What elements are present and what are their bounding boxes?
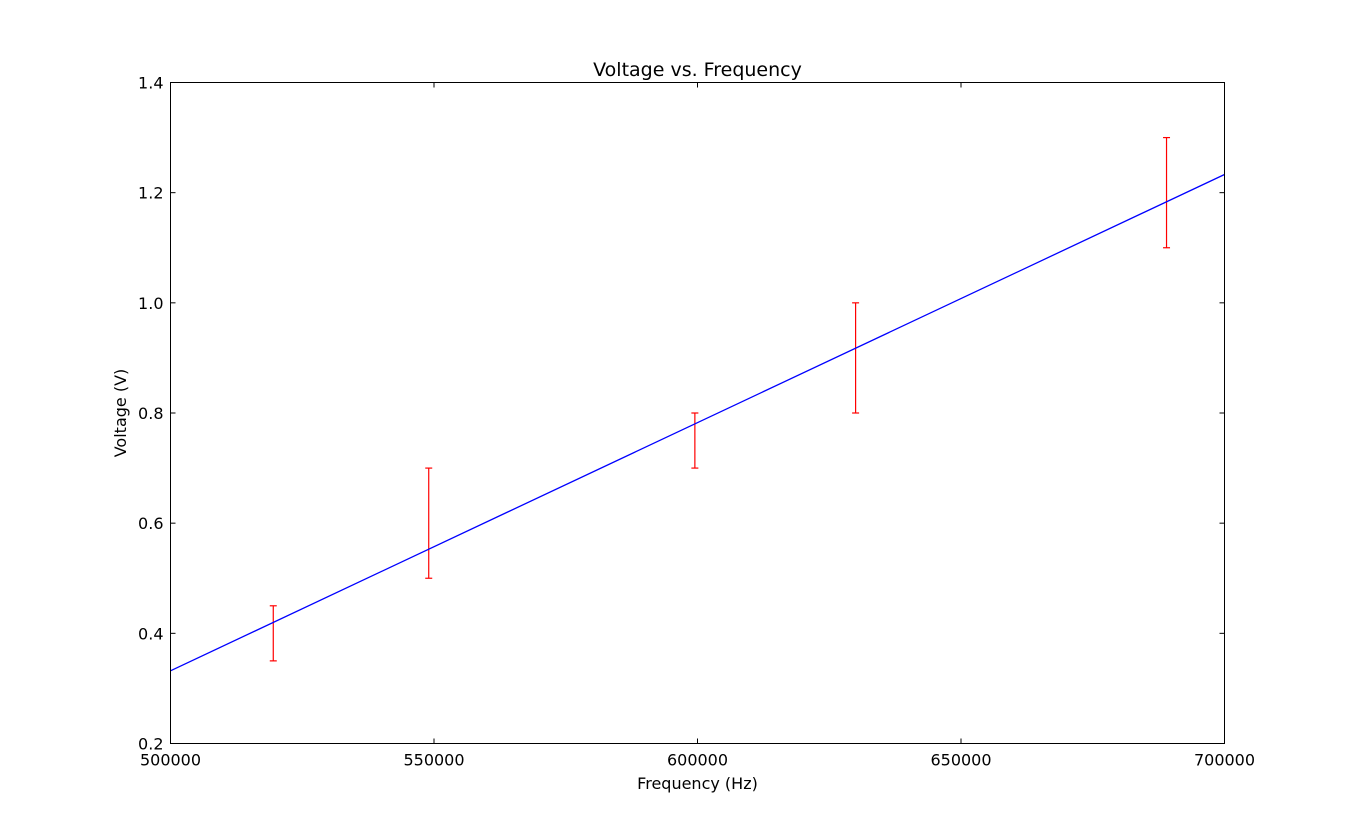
plot-layer [170,136,1225,672]
fit-line [170,173,1225,672]
x-axis-label: Frequency (Hz) [637,774,758,793]
y-tick-label: 0.2 [138,735,163,754]
y-tick-label: 1.4 [138,74,163,93]
y-tick-label: 0.6 [138,514,163,533]
y-tick-label: 0.4 [138,624,163,643]
error-bar [852,302,860,414]
x-tick-label: 650000 [930,751,991,770]
tick-layer: 500000 550000 600000 650000 700000 0.2 0.4 0.6 0… [138,74,1255,770]
y-tick-label: 1.2 [138,184,163,203]
y-tick-label: 0.8 [138,404,163,423]
x-tick-label: 600000 [667,751,728,770]
chart-title: Voltage vs. Frequency [593,59,802,81]
y-tick-label: 1.0 [138,294,163,313]
x-tick-label: 550000 [403,751,464,770]
x-tick-label: 500000 [140,751,201,770]
y-axis-label: Voltage (V) [111,369,130,458]
error-bar [1163,136,1171,249]
x-tick-label: 700000 [1194,751,1255,770]
error-bar [425,467,433,579]
error-bar [269,605,277,662]
error-bar [691,412,699,469]
